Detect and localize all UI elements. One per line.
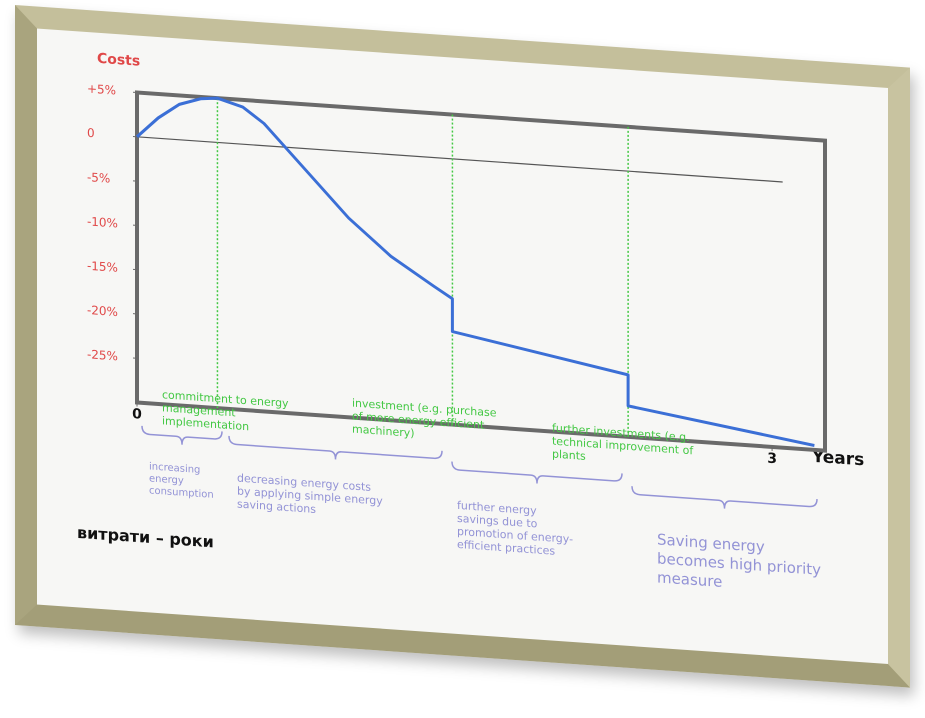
phase-label: increasing [149, 461, 200, 476]
event-label: machinery) [352, 423, 415, 440]
phase-label: energy [149, 473, 184, 486]
phase-label: further energy [457, 499, 537, 518]
phase-brace [141, 425, 223, 445]
picture-frame: Costs Years витрати – роки +5% 0 -5% -10% -1… [15, 5, 910, 688]
plot-frame [135, 90, 827, 453]
phase-label: saving actions [237, 498, 316, 517]
y-tick-label: -5% [87, 170, 110, 186]
x-tick-label: 3 [767, 451, 777, 468]
y-tick-label: +5% [87, 82, 116, 98]
y-tick-label: -25% [87, 347, 118, 363]
y-tick-label: 0 [87, 126, 95, 141]
phase-label: consumption [149, 485, 214, 501]
event-label: management [162, 401, 236, 419]
x-axis-label: Years [811, 447, 864, 471]
phase-label: measure [657, 568, 722, 591]
phase-brace [228, 435, 443, 460]
chart: Costs Years витрати – роки +5% 0 -5% -10% -1… [77, 51, 864, 591]
reference-line [137, 136, 783, 183]
y-tick-label: -10% [87, 214, 118, 230]
y-axis-label: Costs [97, 51, 140, 70]
y-tick-label: -20% [87, 303, 118, 319]
event-label: plants [552, 448, 586, 463]
event-label: implementation [162, 414, 249, 433]
caption: витрати – роки [77, 523, 214, 552]
phase-brace [451, 461, 623, 484]
y-tick-label: -15% [87, 259, 118, 275]
cost-line [135, 96, 815, 447]
phase-brace [631, 486, 818, 509]
x-tick-label: 0 [132, 406, 142, 423]
phase-label: savings due to [457, 512, 538, 531]
